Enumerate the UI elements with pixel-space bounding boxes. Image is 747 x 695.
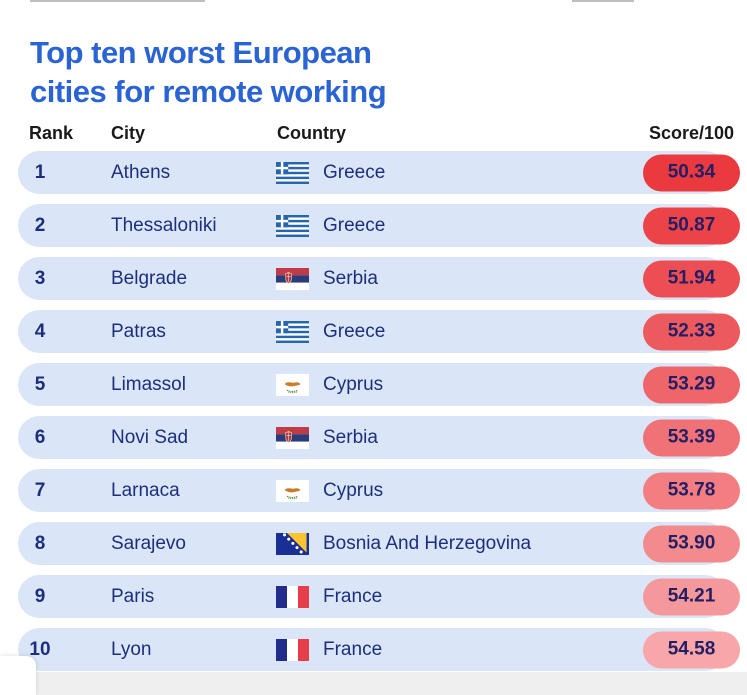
- country-name: Cyprus: [323, 479, 384, 501]
- country-cell: France: [276, 638, 383, 661]
- city-cell: Novi Sad: [111, 426, 189, 448]
- cropped-overlay-corner: [0, 656, 36, 695]
- france-flag-icon: [276, 638, 309, 661]
- bottom-band: [0, 672, 747, 695]
- table-row: 4 Patras Greece 52.33: [18, 310, 740, 353]
- serbia-flag-icon: [276, 267, 309, 290]
- cropped-content-artifact: [572, 0, 634, 2]
- greece-flag-icon: [276, 214, 309, 237]
- city-cell: Athens: [111, 161, 171, 183]
- score-badge: 50.87: [643, 207, 740, 244]
- column-header-city: City: [111, 123, 146, 143]
- rank-cell: 4: [34, 320, 46, 342]
- france-flag-icon: [276, 585, 309, 608]
- city-cell: Limassol: [111, 373, 186, 395]
- table-row: 10 Lyon France 54.58: [18, 628, 740, 671]
- ranking-list: 1 Athens Greece 50.34 2 Thessaloniki Gre…: [18, 151, 740, 681]
- rank-cell: 10: [29, 638, 51, 660]
- country-name: Serbia: [323, 426, 378, 448]
- city-cell: Paris: [111, 585, 155, 607]
- country-name: Greece: [323, 320, 386, 342]
- table-row: 1 Athens Greece 50.34: [18, 151, 740, 194]
- greece-flag-icon: [276, 320, 309, 343]
- rank-cell: 8: [34, 532, 46, 554]
- table-row: 8 Sarajevo Bosnia And Herzegovina 53.90: [18, 522, 740, 565]
- column-header-score: Score/100: [648, 123, 734, 143]
- score-badge: 53.39: [643, 419, 740, 456]
- rank-cell: 1: [34, 161, 46, 183]
- table-header-row: Rank City Country Score/100: [0, 123, 747, 143]
- country-cell: Serbia: [276, 267, 378, 290]
- page-title-line1: Top ten worst European: [30, 34, 372, 70]
- score-badge: 53.90: [643, 525, 740, 562]
- score-badge: 54.58: [643, 631, 740, 668]
- city-cell: Larnaca: [111, 479, 180, 501]
- country-cell: Greece: [276, 320, 386, 343]
- page-title: Top ten worst European cities for remote …: [30, 33, 387, 111]
- bosnia-and-herzegovina-flag-icon: [276, 532, 309, 555]
- cyprus-flag-icon: [276, 479, 309, 502]
- table-row: 6 Novi Sad Serbia 53.39: [18, 416, 740, 459]
- country-name: Cyprus: [323, 373, 384, 395]
- rank-cell: 6: [34, 426, 46, 448]
- country-cell: Greece: [276, 214, 386, 237]
- country-name: France: [323, 638, 383, 660]
- country-name: Serbia: [323, 267, 378, 289]
- page-title-line2: cities for remote working: [30, 73, 387, 109]
- rank-cell: 9: [34, 585, 46, 607]
- score-badge: 52.33: [643, 313, 740, 350]
- country-name: Bosnia And Herzegovina: [323, 532, 532, 554]
- country-cell: Cyprus: [276, 373, 384, 396]
- rank-cell: 3: [34, 267, 46, 289]
- score-badge: 53.29: [643, 366, 740, 403]
- city-cell: Patras: [111, 320, 166, 342]
- rank-cell: 5: [34, 373, 46, 395]
- country-cell: Serbia: [276, 426, 378, 449]
- column-header-country: Country: [277, 123, 346, 143]
- score-badge: 53.78: [643, 472, 740, 509]
- score-badge: 50.34: [643, 154, 740, 191]
- table-row: 3 Belgrade Serbia 51.94: [18, 257, 740, 300]
- serbia-flag-icon: [276, 426, 309, 449]
- rank-cell: 7: [34, 479, 46, 501]
- city-cell: Thessaloniki: [111, 214, 217, 236]
- score-badge: 51.94: [643, 260, 740, 297]
- cyprus-flag-icon: [276, 373, 309, 396]
- country-cell: Bosnia And Herzegovina: [276, 532, 532, 555]
- country-cell: Greece: [276, 161, 386, 184]
- country-name: Greece: [323, 161, 386, 183]
- country-cell: France: [276, 585, 383, 608]
- table-row: 2 Thessaloniki Greece 50.87: [18, 204, 740, 247]
- table-row: 9 Paris France 54.21: [18, 575, 740, 618]
- city-cell: Belgrade: [111, 267, 188, 289]
- table-row: 7 Larnaca Cyprus 53.78: [18, 469, 740, 512]
- table-row: 5 Limassol Cyprus 53.29: [18, 363, 740, 406]
- city-cell: Sarajevo: [111, 532, 186, 554]
- greece-flag-icon: [276, 161, 309, 184]
- cropped-content-artifact: [30, 0, 205, 2]
- country-cell: Cyprus: [276, 479, 384, 502]
- score-badge: 54.21: [643, 578, 740, 615]
- column-header-rank: Rank: [29, 123, 74, 143]
- country-name: France: [323, 585, 383, 607]
- rank-cell: 2: [34, 214, 46, 236]
- country-name: Greece: [323, 214, 386, 236]
- city-cell: Lyon: [111, 638, 152, 660]
